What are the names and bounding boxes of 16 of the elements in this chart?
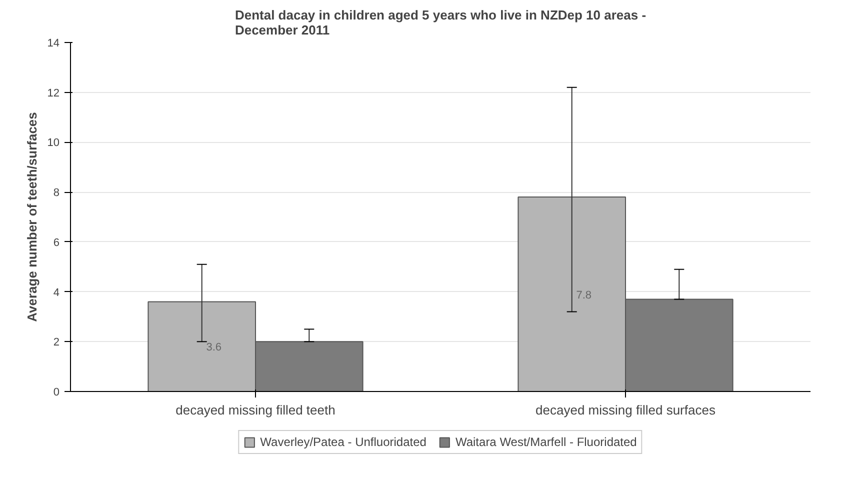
y-tick-label: 2 bbox=[53, 336, 60, 349]
data-label: 3.6 bbox=[206, 342, 222, 354]
x-tick-label: decayed missing filled teeth bbox=[176, 402, 336, 418]
y-tick-label: 6 bbox=[53, 236, 60, 249]
y-tick-label: 14 bbox=[47, 38, 60, 50]
data-label: 7.8 bbox=[576, 289, 592, 302]
legend-label: Waverley/Patea - Unfluoridated bbox=[260, 435, 426, 449]
y-tick-label: 12 bbox=[47, 87, 60, 100]
y-tick-label: 0 bbox=[53, 386, 60, 398]
y-tick-label: 8 bbox=[53, 187, 60, 200]
chart-title: Dental dacay in children aged 5 years who live in NZDep 10 areas - December 2011 bbox=[234, 8, 646, 38]
y-tick-label: 4 bbox=[53, 286, 60, 299]
x-tick-label: decayed missing filled surfaces bbox=[536, 402, 716, 418]
legend-label: Waitara West/Marfell - Fluoridated bbox=[455, 435, 637, 449]
y-axis-title: Average number of teeth/surfaces bbox=[24, 112, 40, 322]
y-tick-label: 10 bbox=[47, 137, 60, 150]
